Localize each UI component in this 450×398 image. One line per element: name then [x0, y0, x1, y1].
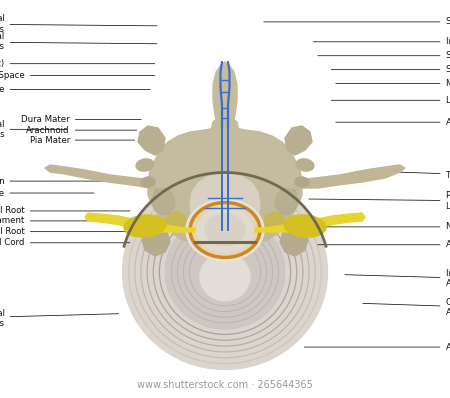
Polygon shape [138, 126, 165, 155]
Ellipse shape [197, 208, 253, 252]
Text: Spinal
Meninges: Spinal Meninges [0, 120, 67, 139]
Text: Anulus Fibrosus: Anulus Fibrosus [318, 240, 450, 249]
Text: Denticuolate Ligament: Denticuolate Ligament [0, 217, 130, 225]
Text: Superior Articular Facet: Superior Articular Facet [318, 51, 450, 60]
Text: Spinal Cord: Spinal Cord [0, 238, 130, 247]
Ellipse shape [200, 253, 250, 301]
Ellipse shape [166, 215, 284, 329]
Ellipse shape [296, 159, 314, 171]
Polygon shape [165, 212, 186, 230]
Polygon shape [280, 225, 308, 256]
Text: Epidural Space (Epidural Fat): Epidural Space (Epidural Fat) [0, 59, 155, 68]
Text: Spinal Ganglion: Spinal Ganglion [0, 177, 105, 185]
Text: Inferior Articular Process: Inferior Articular Process [313, 37, 450, 46]
Polygon shape [190, 173, 260, 237]
Polygon shape [213, 62, 237, 127]
Text: Anterior Internal Vertebral
Venous Plexus: Anterior Internal Vertebral Venous Plexu… [0, 309, 119, 328]
Ellipse shape [295, 177, 309, 187]
Ellipse shape [124, 215, 166, 237]
Polygon shape [85, 213, 195, 232]
Text: Subarachnoid Space: Subarachnoid Space [0, 85, 150, 94]
Text: Ligamentum Flavum: Ligamentum Flavum [331, 96, 450, 105]
Text: Outer Zone of
Anulus Fibrosus: Outer Zone of Anulus Fibrosus [363, 298, 450, 317]
Ellipse shape [136, 159, 154, 171]
Text: www.shutterstock.com · 265644365: www.shutterstock.com · 265644365 [137, 380, 313, 390]
Ellipse shape [205, 214, 245, 246]
Text: Posterior External Vertebral
Venous Plexus: Posterior External Vertebral Venous Plex… [0, 14, 157, 33]
Text: Mamillary Process: Mamillary Process [336, 79, 450, 88]
Polygon shape [210, 116, 240, 135]
Ellipse shape [284, 215, 326, 237]
Polygon shape [285, 126, 312, 155]
Polygon shape [148, 127, 302, 244]
Text: Ventral Root: Ventral Root [0, 227, 130, 236]
Text: Inner Zone of
Anulus Fibrosus: Inner Zone of Anulus Fibrosus [345, 269, 450, 288]
Polygon shape [292, 165, 405, 192]
Text: Accessory Process: Accessory Process [336, 118, 450, 127]
Text: Subdural Space: Subdural Space [0, 71, 155, 80]
Polygon shape [275, 188, 298, 215]
Ellipse shape [190, 203, 260, 258]
Polygon shape [255, 213, 365, 232]
Text: Spinous Process: Spinous Process [264, 18, 450, 26]
Text: Posterior Internal Vertebral
Venous Plexus: Posterior Internal Vertebral Venous Plex… [0, 32, 157, 51]
Ellipse shape [122, 174, 328, 369]
Text: Nucleus Pulposus: Nucleus Pulposus [300, 222, 450, 231]
Text: Dorsal Root: Dorsal Root [0, 207, 130, 215]
Text: Posterior Longitudinal
Ligament: Posterior Longitudinal Ligament [309, 191, 450, 211]
Polygon shape [45, 165, 158, 192]
Text: Dura Mater: Dura Mater [21, 115, 141, 124]
Text: Superior Articular Process: Superior Articular Process [331, 65, 450, 74]
Text: Anterior Longitudinal Ligament: Anterior Longitudinal Ligament [304, 343, 450, 351]
Ellipse shape [186, 199, 264, 261]
Text: Spinal Nerve: Spinal Nerve [0, 189, 94, 197]
Text: Transverse Process: Transverse Process [372, 171, 450, 179]
Text: Pia Mater: Pia Mater [30, 136, 135, 144]
Polygon shape [152, 188, 175, 215]
Ellipse shape [141, 177, 155, 187]
Text: Arachnoid: Arachnoid [26, 126, 137, 135]
Polygon shape [142, 225, 170, 256]
Polygon shape [264, 212, 285, 230]
